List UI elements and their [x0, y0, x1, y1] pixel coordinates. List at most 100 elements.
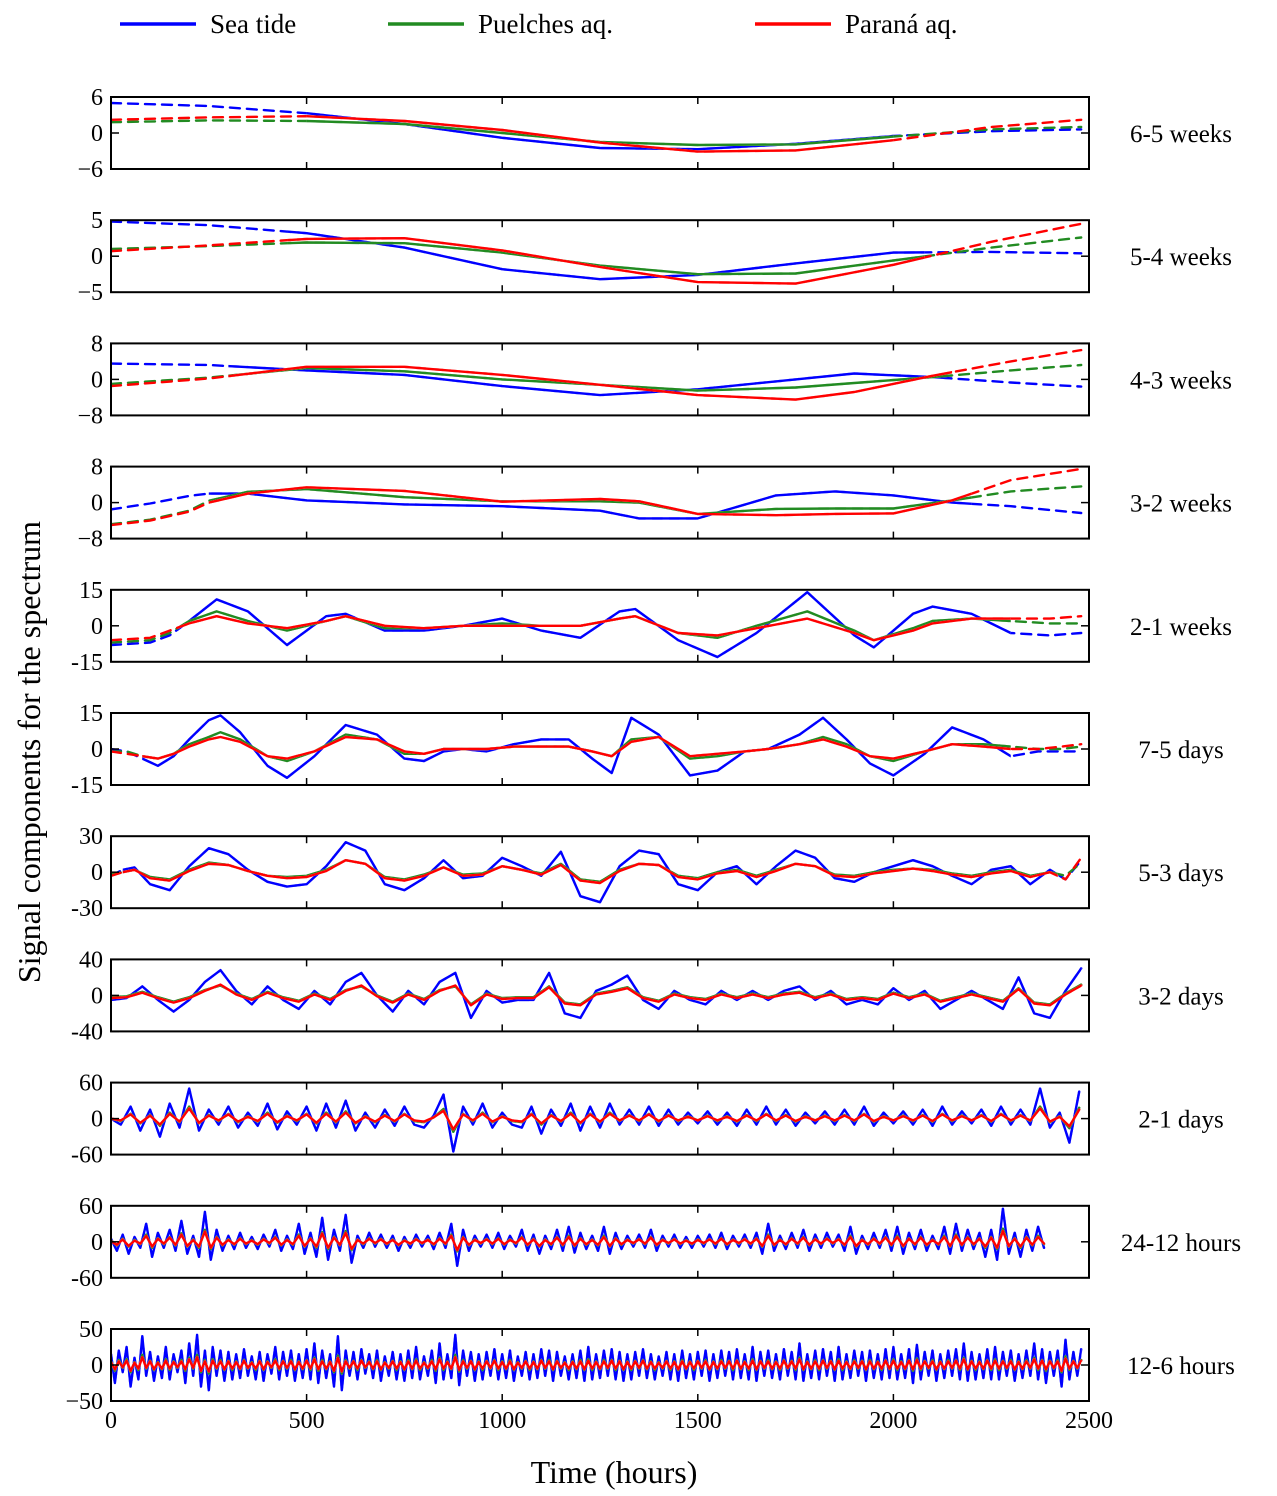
series-3-2-weeks-sea-tide [208, 490, 972, 520]
series-3-2-weeks-puelches-aq [208, 487, 972, 516]
y-tick-label: −50 [65, 1389, 103, 1415]
y-tick-label: 50 [79, 1317, 103, 1343]
x-axis-title: Time (hours) [531, 1454, 698, 1490]
y-tick-label: 0 [91, 1107, 103, 1133]
series-7-5-days-puelches-aq-dashed [111, 731, 1083, 763]
panel-label-5-4-weeks: 5-4 weeks [1130, 244, 1232, 271]
series-3-2-weeks-parana-aq [208, 486, 972, 517]
panel-7-5-days: 15 0 -15 7-5 days [71, 701, 1224, 799]
y-axis-title: Signal components for the spectrum [11, 521, 47, 983]
series-2-1-weeks-sea-tide [177, 591, 1011, 659]
series-4-3-weeks-parana-aq [228, 365, 953, 401]
y-tick-label: 0 [91, 121, 103, 147]
y-tick-label: 0 [91, 614, 103, 640]
y-tick-label: -15 [71, 650, 103, 676]
panel-label-3-2-days: 3-2 days [1138, 983, 1223, 1010]
panel-label-24-12-hours: 24-12 hours [1121, 1230, 1241, 1257]
panel-4-3-weeks: 8 0 −8 4-3 weeks [77, 331, 1232, 429]
legend-label-parana-aq: Paraná aq. [845, 9, 957, 39]
x-tick-label: 2500 [1065, 1408, 1113, 1434]
y-tick-label: 60 [79, 1071, 103, 1097]
y-tick-label: 15 [79, 578, 103, 604]
y-tick-label: 0 [91, 860, 103, 886]
y-tick-label: -30 [71, 896, 103, 922]
y-tick-label: 6 [91, 85, 103, 111]
x-tick-label: 1000 [478, 1408, 526, 1434]
panel-label-2-1-days: 2-1 days [1138, 1107, 1223, 1134]
panel-2-1-days: 60 0 -60 2-1 days [71, 1071, 1224, 1169]
y-tick-label: 0 [91, 1230, 103, 1256]
series-12-6-hours-parana-aq [111, 1355, 1082, 1373]
panel-frame-5-4-weeks [110, 219, 1090, 294]
series-6-5-weeks-parana-aq-dashed [111, 114, 1083, 153]
series-24-12-hours-parana-aq [111, 1229, 1046, 1252]
y-tick-label: 40 [79, 947, 103, 973]
panel-6-5-weeks: 6 0 −6 6-5 weeks [77, 85, 1232, 183]
panel-label-2-1-weeks: 2-1 weeks [1130, 614, 1232, 641]
y-tick-label: −8 [77, 527, 103, 553]
y-tick-label: -60 [71, 1143, 103, 1169]
series-24-12-hours-sea-tide [111, 1207, 1046, 1268]
panel-frame-2-1-days [110, 1081, 1090, 1156]
series-4-3-weeks-sea-tide [228, 364, 953, 397]
y-tick-label: 0 [91, 244, 103, 270]
series-2-1-days-parana-aq [111, 1107, 1081, 1131]
y-tick-label: -40 [71, 1019, 103, 1045]
y-tick-label: 8 [91, 455, 103, 481]
series-5-4-weeks-sea-tide-dashed [111, 220, 1083, 281]
panel-24-12-hours: 60 0 -60 24-12 hours [71, 1194, 1241, 1292]
panel-label-6-5-weeks: 6-5 weeks [1130, 121, 1232, 148]
series-3-2-weeks-parana-aq-dashed [111, 467, 1083, 527]
y-tick-label: −5 [77, 280, 103, 306]
legend-item-sea-tide: Sea tide [120, 9, 296, 39]
y-tick-label: −6 [77, 157, 103, 183]
panel-3-2-days: 40 0 -40 3-2 days [71, 947, 1224, 1045]
legend-item-puelches-aq: Puelches aq. [388, 9, 613, 39]
series-7-5-days-sea-tide [142, 714, 1011, 779]
y-tick-label: 0 [91, 1353, 103, 1379]
y-tick-label: 0 [91, 737, 103, 763]
series-5-4-weeks-sea-tide [287, 230, 925, 281]
panel-5-3-days: 30 0 -30 5-3 days [71, 824, 1224, 922]
y-tick-label: 60 [79, 1194, 103, 1220]
series-6-5-weeks-parana-aq [306, 114, 894, 153]
panel-frame-4-3-weeks [110, 342, 1090, 417]
panel-2-1-weeks: 15 0 -15 2-1 weeks [71, 578, 1232, 676]
series-5-4-weeks-parana-aq [287, 236, 925, 285]
panel-label-7-5-days: 7-5 days [1138, 737, 1223, 764]
series-5-4-weeks-puelches-aq [287, 241, 925, 276]
panel-label-12-6-hours: 12-6 hours [1127, 1353, 1235, 1380]
panel-label-5-3-days: 5-3 days [1138, 860, 1223, 887]
panel-5-4-weeks: 5 0 −5 5-4 weeks [77, 208, 1232, 306]
x-tick-label: 0 [105, 1408, 117, 1434]
y-tick-label: -60 [71, 1266, 103, 1292]
series-7-5-days-puelches-aq [142, 731, 1011, 763]
y-tick-label: 30 [79, 824, 103, 850]
series-6-5-weeks-sea-tide [306, 111, 894, 151]
x-tick-label: 500 [289, 1408, 325, 1434]
y-tick-label: -15 [71, 773, 103, 799]
y-tick-label: 0 [91, 367, 103, 393]
x-tick-label: 1500 [674, 1408, 722, 1434]
y-tick-label: −8 [77, 403, 103, 429]
panel-label-4-3-weeks: 4-3 weeks [1130, 367, 1232, 394]
series-5-4-weeks-parana-aq-dashed [111, 222, 1083, 285]
legend-label-puelches-aq: Puelches aq. [478, 9, 613, 39]
x-tick-label: 2000 [869, 1408, 917, 1434]
series-7-5-days-parana-aq [142, 735, 1011, 760]
series-3-2-days-parana-aq [111, 983, 1082, 1007]
y-tick-label: 5 [91, 208, 103, 234]
y-tick-label: 0 [91, 491, 103, 517]
series-5-3-days-sea-tide [122, 841, 1058, 904]
y-tick-label: 15 [79, 701, 103, 727]
panel-label-3-2-weeks: 3-2 weeks [1130, 491, 1232, 518]
legend-label-sea-tide: Sea tide [210, 9, 296, 39]
panel-3-2-weeks: 8 0 −8 3-2 weeks [77, 455, 1232, 553]
y-tick-label: 8 [91, 331, 103, 357]
series-2-1-weeks-parana-aq [177, 615, 1011, 642]
series-6-5-weeks-puelches-aq-dashed [111, 119, 1083, 147]
legend-item-parana-aq: Paraná aq. [755, 9, 957, 39]
